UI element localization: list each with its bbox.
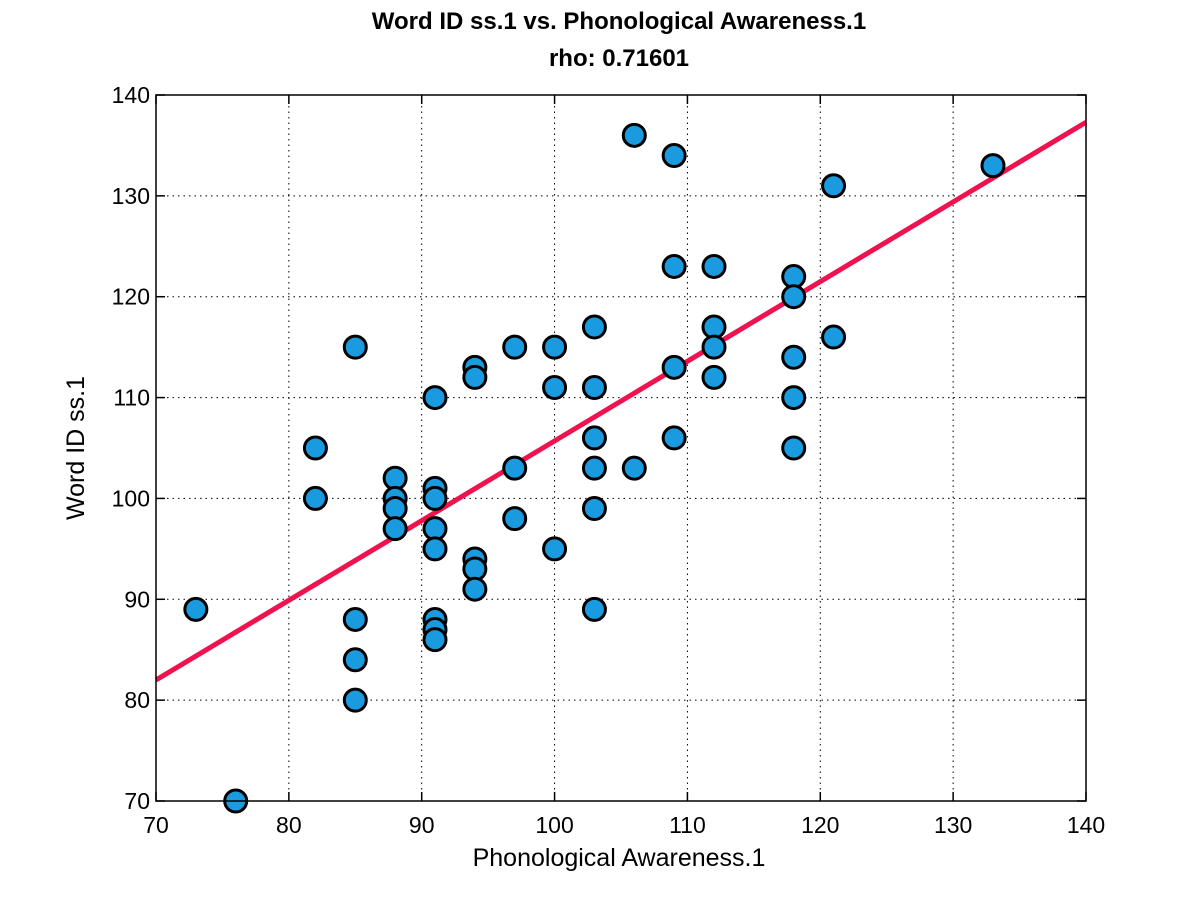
data-point — [342, 687, 368, 713]
y-tick-label: 130 — [112, 183, 150, 209]
data-point — [581, 496, 607, 522]
y-axis-label: Word ID ss.1 — [62, 376, 90, 520]
data-point — [661, 253, 687, 279]
chart-title: Word ID ss.1 vs. Phonological Awareness.… — [372, 8, 866, 35]
data-point — [502, 455, 528, 481]
axis-ticks: 70 80 90 100 110 120 130 140 70 80 90 100 110 120 130 1… — [112, 82, 1106, 838]
data-point — [701, 253, 727, 279]
data-point — [542, 374, 568, 400]
data-point — [581, 425, 607, 451]
data-point — [661, 354, 687, 380]
x-tick-label: 90 — [409, 812, 435, 838]
data-point — [422, 627, 448, 653]
x-tick-label: 140 — [1067, 812, 1105, 838]
data-point — [502, 334, 528, 360]
data-point — [342, 606, 368, 632]
data-point — [781, 435, 807, 461]
data-point — [781, 344, 807, 370]
data-point — [342, 647, 368, 673]
x-tick-label: 130 — [934, 812, 972, 838]
y-tick-label: 120 — [112, 284, 150, 310]
data-point — [661, 425, 687, 451]
y-tick-label: 90 — [124, 586, 150, 612]
grid-lines — [156, 95, 1086, 801]
data-point — [821, 173, 847, 199]
y-tick-label: 70 — [124, 788, 150, 814]
data-point — [581, 596, 607, 622]
data-point — [980, 153, 1006, 179]
data-point — [422, 485, 448, 511]
data-point — [661, 143, 687, 169]
data-point — [581, 455, 607, 481]
y-tick-label: 100 — [112, 485, 150, 511]
chart-subtitle: rho: 0.71601 — [549, 45, 689, 72]
data-point — [581, 314, 607, 340]
data-point — [422, 536, 448, 562]
plot-frame — [155, 94, 1087, 802]
data-point — [382, 516, 408, 542]
data-point — [462, 364, 488, 390]
x-tick-label: 100 — [535, 812, 573, 838]
fit-line-group — [154, 120, 1088, 683]
data-point — [581, 374, 607, 400]
data-point — [621, 455, 647, 481]
data-point — [542, 536, 568, 562]
data-points — [183, 122, 1006, 814]
data-point — [502, 506, 528, 532]
y-tick-label: 80 — [124, 687, 150, 713]
data-point — [701, 334, 727, 360]
data-point — [302, 485, 328, 511]
x-tick-label: 120 — [801, 812, 839, 838]
data-point — [701, 364, 727, 390]
data-point — [621, 122, 647, 148]
data-point — [183, 596, 209, 622]
data-point — [422, 385, 448, 411]
data-point — [781, 284, 807, 310]
x-axis-label: Phonological Awareness.1 — [473, 844, 766, 872]
x-tick-label: 80 — [276, 812, 302, 838]
data-point — [542, 334, 568, 360]
x-tick-label: 70 — [143, 812, 169, 838]
data-point — [342, 334, 368, 360]
x-tick-label: 110 — [669, 812, 706, 838]
fit-line — [154, 120, 1088, 683]
data-point — [821, 324, 847, 350]
y-tick-label: 110 — [113, 385, 150, 411]
data-point — [302, 435, 328, 461]
y-tick-label: 140 — [112, 82, 150, 108]
data-point — [462, 576, 488, 602]
data-point — [781, 385, 807, 411]
